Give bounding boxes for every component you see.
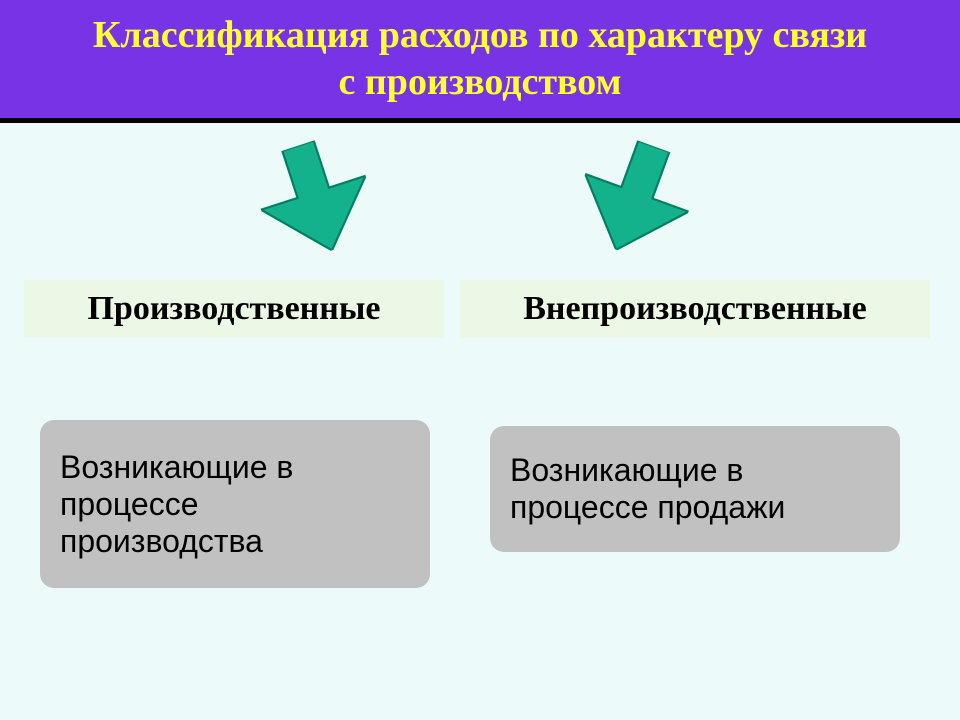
divider <box>0 118 960 123</box>
description-right-text: Возникающие в процессе продажи <box>510 452 880 526</box>
description-right: Возникающие в процессе продажи <box>490 426 900 552</box>
category-right-label: Внепроизводственные <box>523 290 867 328</box>
slide-root: Классификация расходов по характеру связ… <box>0 0 960 720</box>
category-left: Производственные <box>24 280 444 338</box>
page-title: Классификация расходов по характеру связ… <box>93 12 867 107</box>
arrow-down-left-icon <box>246 129 385 268</box>
arrow-down-right-icon <box>565 128 706 269</box>
category-left-label: Производственные <box>87 290 380 328</box>
description-left: Возникающие в процессе производства <box>40 420 430 588</box>
description-left-text: Возникающие в процессе производства <box>60 449 410 560</box>
category-right: Внепроизводственные <box>460 280 930 338</box>
title-band: Классификация расходов по характеру связ… <box>0 0 960 118</box>
